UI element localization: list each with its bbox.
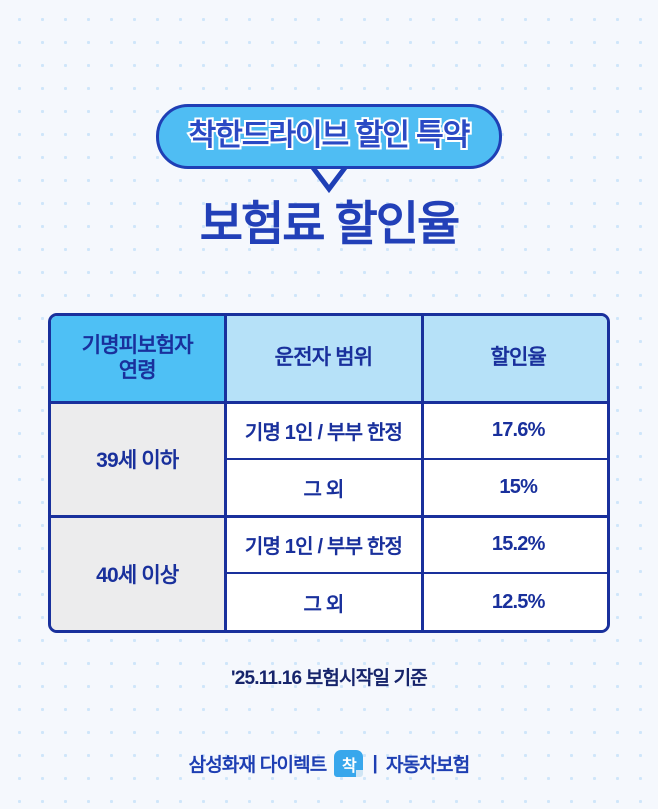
badge-pill-wrapper: 착한드라이브 할인 특약 bbox=[155, 104, 503, 194]
effective-date-note: '25.11.16 보험시작일 기준 bbox=[231, 668, 428, 689]
table-row: 39세 이하 기명 1인 / 부부 한정 17.6% bbox=[51, 400, 607, 516]
discount-rate-cell: 12.5% bbox=[422, 572, 607, 630]
brand-name: 삼성화재 다이렉트 bbox=[188, 755, 328, 776]
chak-badge-icon: 착 bbox=[334, 750, 364, 777]
header-section: 착한드라이브 할인 특약 보험료 할인율 bbox=[0, 0, 658, 251]
table-row: 그 외 15% bbox=[51, 458, 607, 516]
discount-rate-cell: 15.2% bbox=[422, 514, 607, 573]
discount-rate-table: 기명피보험자 연령 운전자 범위 할인율 39세 이하 기명 1인 / 부부 한… bbox=[48, 313, 610, 633]
column-header-discount-rate: 할인율 bbox=[422, 316, 607, 402]
promotion-badge-pill: 착한드라이브 할인 특약 bbox=[155, 104, 503, 170]
promotion-badge-label: 착한드라이브 할인 특약 bbox=[187, 117, 473, 154]
driver-scope-cell: 기명 1인 / 부부 한정 bbox=[225, 514, 424, 573]
page-title: 보험료 할인율 bbox=[199, 197, 461, 251]
brand-footer: 삼성화재 다이렉트 착 | 자동차보험 bbox=[0, 750, 658, 777]
driver-scope-cell: 기명 1인 / 부부 한정 bbox=[225, 400, 424, 459]
driver-scope-cell: 그 외 bbox=[225, 572, 424, 630]
table-header-row: 기명피보험자 연령 운전자 범위 할인율 bbox=[51, 316, 607, 402]
age-group-cell: 39세 이하 bbox=[51, 400, 227, 516]
column-header-age-line1: 기명피보험자 bbox=[81, 333, 194, 357]
pill-tail-icon bbox=[308, 165, 349, 194]
table-row: 그 외 12.5% bbox=[51, 572, 607, 630]
discount-rate-cell: 17.6% bbox=[422, 400, 607, 459]
brand-separator: | bbox=[372, 752, 378, 774]
discount-rate-cell: 15% bbox=[422, 458, 607, 516]
column-header-driver-scope: 운전자 범위 bbox=[225, 316, 424, 402]
column-header-age-line2: 연령 bbox=[118, 359, 157, 383]
table-row: 40세 이상 기명 1인 / 부부 한정 15.2% bbox=[51, 514, 607, 630]
brand-product: 자동차보험 bbox=[386, 755, 470, 776]
column-header-age: 기명피보험자 연령 bbox=[51, 316, 227, 402]
driver-scope-cell: 그 외 bbox=[225, 458, 424, 516]
age-group-cell: 40세 이상 bbox=[51, 514, 227, 630]
